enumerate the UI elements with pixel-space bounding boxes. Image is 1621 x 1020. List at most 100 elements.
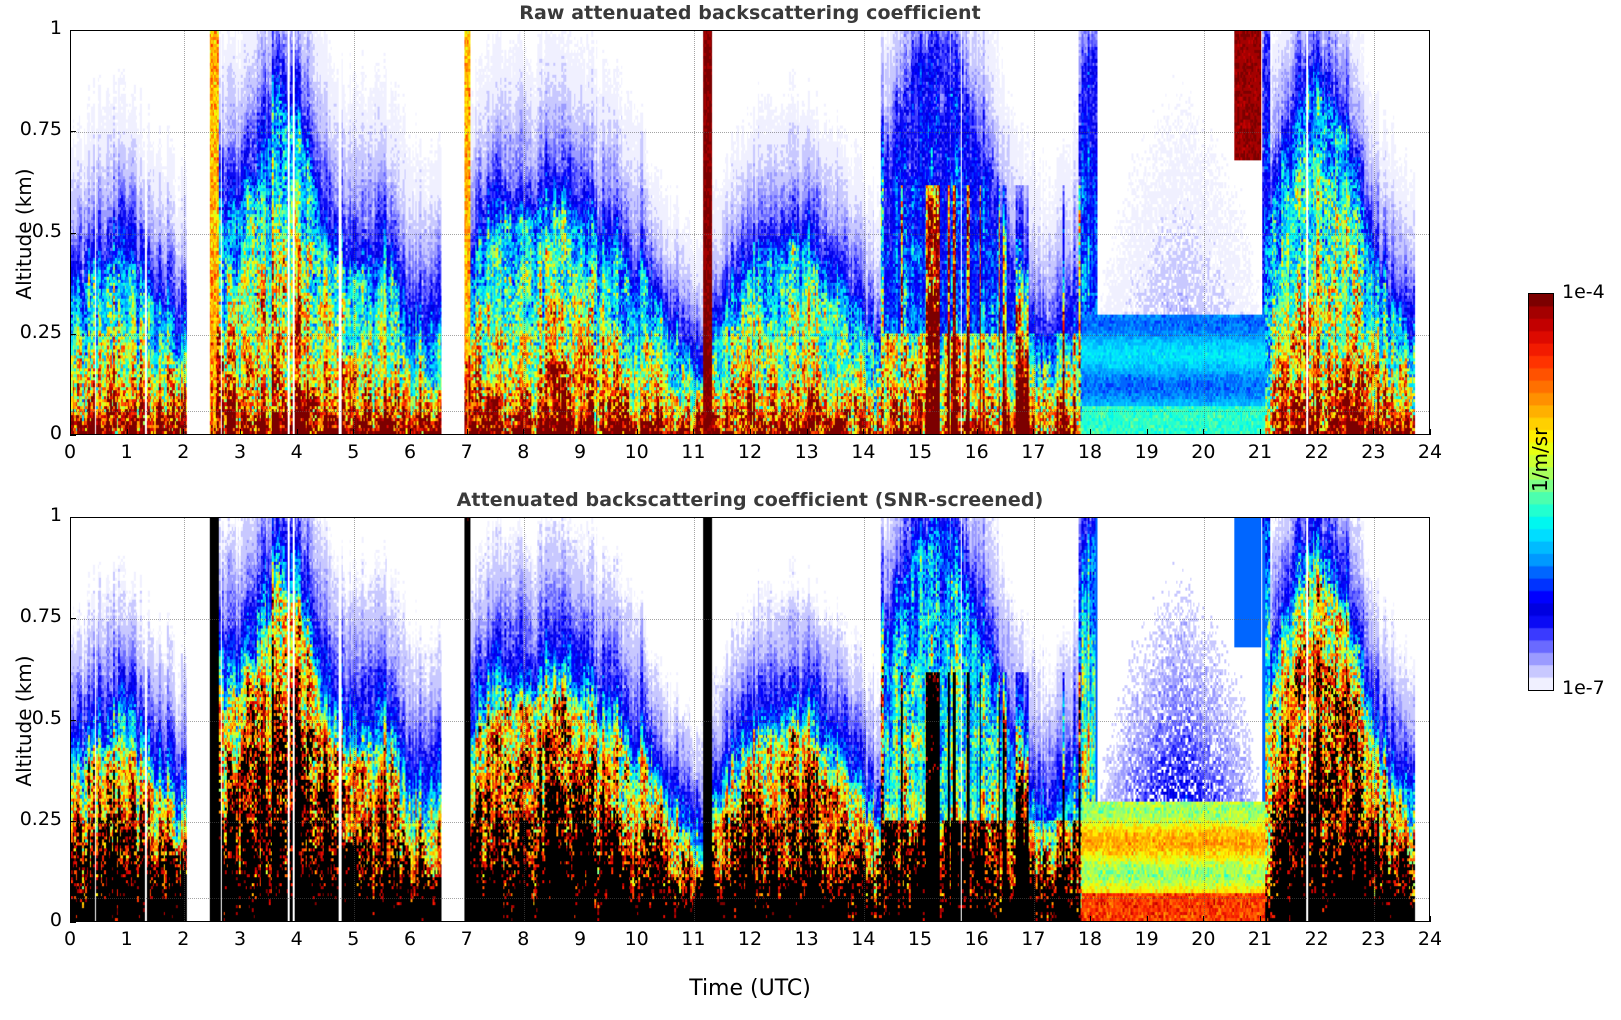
x-tick-1 bbox=[1203, 916, 1205, 922]
y-tick-1 bbox=[70, 922, 76, 923]
x-tick-label: 1 bbox=[120, 928, 133, 950]
y-tick-0 bbox=[70, 333, 76, 335]
y-tick-1 bbox=[70, 618, 76, 620]
y-tick-label: 0.5 bbox=[31, 706, 62, 729]
y-tick-1 bbox=[70, 820, 76, 822]
x-tick-0 bbox=[240, 429, 241, 435]
x-tick-1 bbox=[1146, 916, 1148, 922]
colorbar-min-label: 1e-7 bbox=[1562, 677, 1605, 699]
y-tick-1 bbox=[70, 719, 76, 721]
x-tick-label: 14 bbox=[851, 928, 876, 950]
x-tick-0 bbox=[70, 429, 71, 435]
x-tick-0 bbox=[1260, 429, 1261, 435]
x-tick-1 bbox=[1316, 916, 1318, 922]
x-tick-label: 7 bbox=[460, 441, 473, 463]
x-tick-label: 19 bbox=[1134, 928, 1159, 950]
x-tick-label: 24 bbox=[1417, 441, 1443, 463]
x-tick-1 bbox=[523, 916, 525, 922]
colorbar-max-label: 1e-4 bbox=[1562, 281, 1605, 303]
x-tick-label: 9 bbox=[573, 928, 587, 950]
x-tick-0 bbox=[523, 429, 525, 435]
x-tick-0 bbox=[920, 429, 921, 435]
x-tick-label: 5 bbox=[347, 441, 360, 463]
x-tick-1 bbox=[750, 916, 751, 922]
x-tick-0 bbox=[1033, 429, 1035, 435]
y-tick-label: 0.75 bbox=[19, 118, 62, 141]
y-tick-label: 0.5 bbox=[31, 219, 62, 242]
x-tick-label: 14 bbox=[851, 441, 876, 463]
x-tick-label: 3 bbox=[233, 928, 247, 950]
x-tick-0 bbox=[466, 429, 468, 435]
x-tick-label: 11 bbox=[681, 441, 706, 463]
x-tick-1 bbox=[410, 916, 411, 922]
x-tick-label: 20 bbox=[1191, 441, 1216, 463]
x-tick-label: 4 bbox=[290, 928, 303, 950]
x-tick-0 bbox=[1090, 429, 1091, 435]
x-tick-1 bbox=[693, 916, 695, 922]
heatmap-panel-raw[interactable] bbox=[70, 30, 1430, 435]
y-tick-1 bbox=[70, 517, 76, 518]
x-tick-1 bbox=[1373, 916, 1375, 922]
x-tick-1 bbox=[636, 916, 638, 922]
x-tick-1 bbox=[353, 916, 355, 922]
x-tick-label: 0 bbox=[63, 441, 77, 463]
y-tick-label: 0.75 bbox=[19, 605, 62, 628]
x-tick-label: 20 bbox=[1191, 928, 1216, 950]
x-tick-1 bbox=[1033, 916, 1035, 922]
x-tick-0 bbox=[750, 429, 751, 435]
x-tick-1 bbox=[183, 916, 185, 922]
x-tick-label: 19 bbox=[1134, 441, 1159, 463]
y-tick-0 bbox=[70, 232, 76, 234]
x-tick-0 bbox=[580, 429, 581, 435]
x-tick-label: 17 bbox=[1021, 441, 1046, 463]
x-tick-1 bbox=[70, 916, 71, 922]
x-tick-label: 6 bbox=[403, 928, 417, 950]
x-tick-1 bbox=[1260, 916, 1261, 922]
colorbar[interactable] bbox=[1528, 293, 1554, 691]
x-tick-0 bbox=[806, 429, 808, 435]
x-tick-label: 12 bbox=[737, 928, 763, 950]
x-tick-label: 15 bbox=[907, 441, 933, 463]
x-tick-1 bbox=[1430, 916, 1431, 922]
x-tick-label: 22 bbox=[1304, 441, 1329, 463]
x-tick-label: 16 bbox=[964, 928, 989, 950]
x-tick-label: 11 bbox=[681, 928, 706, 950]
x-tick-label: 6 bbox=[403, 441, 417, 463]
y-tick-0 bbox=[70, 30, 76, 31]
x-tick-label: 18 bbox=[1077, 928, 1103, 950]
x-tick-label: 13 bbox=[794, 928, 819, 950]
x-tick-1 bbox=[806, 916, 808, 922]
x-tick-0 bbox=[863, 429, 865, 435]
x-tick-0 bbox=[1146, 429, 1148, 435]
x-tick-0 bbox=[183, 429, 185, 435]
x-tick-label: 2 bbox=[177, 928, 190, 950]
x-tick-label: 21 bbox=[1247, 441, 1273, 463]
x-tick-0 bbox=[296, 429, 298, 435]
x-tick-label: 24 bbox=[1417, 928, 1443, 950]
x-tick-1 bbox=[1090, 916, 1091, 922]
x-tick-1 bbox=[296, 916, 298, 922]
panel-title-raw: Raw attenuated backscattering coefficien… bbox=[519, 2, 981, 24]
x-tick-label: 23 bbox=[1361, 441, 1386, 463]
y-tick-label: 1 bbox=[49, 17, 62, 39]
y-tick-label: 0 bbox=[49, 422, 62, 444]
x-tick-0 bbox=[410, 429, 411, 435]
x-tick-label: 3 bbox=[233, 441, 247, 463]
colorbar-axis-label: 1/m/sr bbox=[1528, 427, 1552, 492]
colorbar-gradient bbox=[1529, 294, 1553, 690]
x-tick-label: 8 bbox=[517, 441, 530, 463]
heatmap-panel-screened[interactable] bbox=[70, 517, 1430, 922]
x-tick-label: 12 bbox=[737, 441, 763, 463]
x-tick-0 bbox=[636, 429, 638, 435]
panel-title-screened: Attenuated backscattering coefficient (S… bbox=[456, 489, 1044, 511]
x-tick-label: 16 bbox=[964, 441, 989, 463]
x-tick-label: 13 bbox=[794, 441, 819, 463]
x-tick-0 bbox=[126, 429, 128, 435]
y-tick-0 bbox=[70, 131, 76, 133]
x-tick-label: 10 bbox=[624, 928, 649, 950]
x-tick-0 bbox=[353, 429, 355, 435]
y-tick-label: 0 bbox=[49, 909, 62, 931]
x-tick-0 bbox=[1373, 429, 1375, 435]
x-axis-label: Time (UTC) bbox=[689, 976, 811, 1001]
